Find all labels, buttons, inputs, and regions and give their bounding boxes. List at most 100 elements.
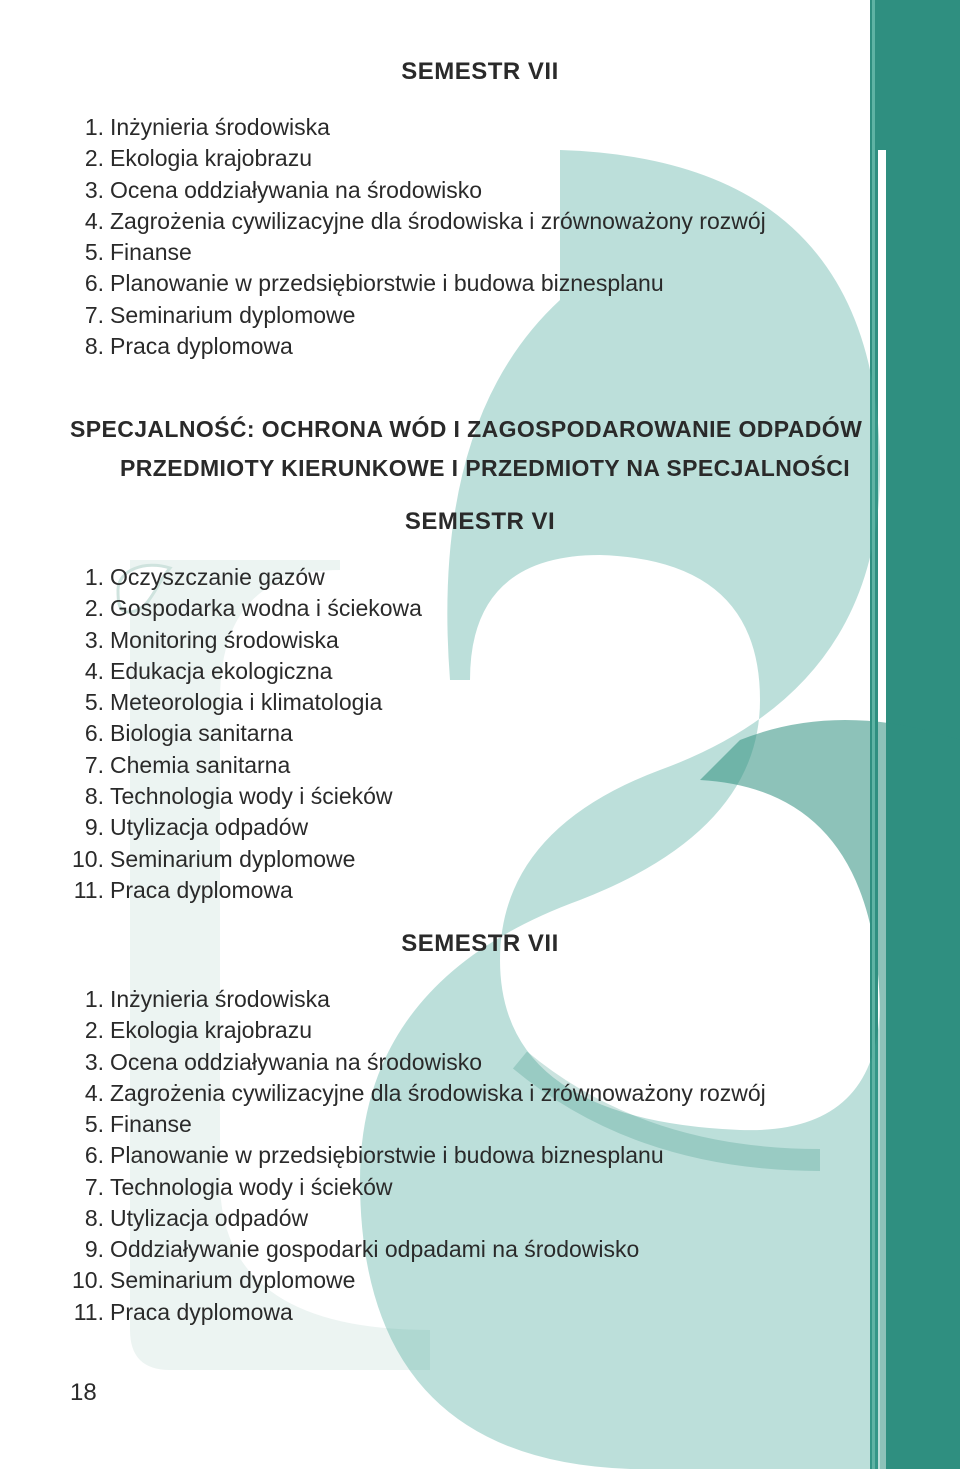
list-item: 8.Praca dyplomowa: [70, 331, 890, 362]
list-item: 4.Edukacja ekologiczna: [70, 656, 890, 687]
list-item-text: Chemia sanitarna: [110, 750, 890, 781]
list-item-text: Gospodarka wodna i ściekowa: [110, 593, 890, 624]
list-item: 8.Utylizacja odpadów: [70, 1203, 890, 1234]
list-item: 2.Gospodarka wodna i ściekowa: [70, 593, 890, 624]
list-item: 8.Technologia wody i ścieków: [70, 781, 890, 812]
section-heading: SEMESTR VI: [0, 508, 960, 536]
list-item-number: 1.: [70, 562, 110, 593]
section-heading: SEMESTR VII: [0, 58, 960, 86]
list-item-number: 9.: [70, 1234, 110, 1265]
list-item: 2.Ekologia krajobrazu: [70, 143, 890, 174]
list-item: 11.Praca dyplomowa: [70, 875, 890, 906]
list-item-text: Zagrożenia cywilizacyjne dla środowiska …: [110, 1078, 890, 1109]
list-item-text: Ekologia krajobrazu: [110, 143, 890, 174]
list-item: 7.Technologia wody i ścieków: [70, 1172, 890, 1203]
list-item-number: 1.: [70, 984, 110, 1015]
list-item: 2.Ekologia krajobrazu: [70, 1015, 890, 1046]
list-item-text: Utylizacja odpadów: [110, 1203, 890, 1234]
list-item: 5.Meteorologia i klimatologia: [70, 687, 890, 718]
page-number: 18: [70, 1379, 97, 1407]
list-item: 4.Zagrożenia cywilizacyjne dla środowisk…: [70, 206, 890, 237]
list-item-text: Zagrożenia cywilizacyjne dla środowiska …: [110, 206, 890, 237]
list-item: 7.Chemia sanitarna: [70, 750, 890, 781]
list-item-number: 3.: [70, 175, 110, 206]
list-item: 10.Seminarium dyplomowe: [70, 1265, 890, 1296]
list-item-text: Finanse: [110, 1109, 890, 1140]
list-item: 6.Planowanie w przedsiębiorstwie i budow…: [70, 1140, 890, 1171]
list-item-text: Biologia sanitarna: [110, 718, 890, 749]
list-item: 4.Zagrożenia cywilizacyjne dla środowisk…: [70, 1078, 890, 1109]
list-item-text: Praca dyplomowa: [110, 875, 890, 906]
list-item-number: 7.: [70, 750, 110, 781]
list-item: 1.Inżynieria środowiska: [70, 112, 890, 143]
list-item-text: Technologia wody i ścieków: [110, 781, 890, 812]
list-item-text: Inżynieria środowiska: [110, 112, 890, 143]
list-item: 5.Finanse: [70, 1109, 890, 1140]
list-item-text: Seminarium dyplomowe: [110, 844, 890, 875]
list-item-number: 8.: [70, 781, 110, 812]
list-item-number: 5.: [70, 1109, 110, 1140]
list-item-number: 6.: [70, 718, 110, 749]
list-item-text: Monitoring środowiska: [110, 625, 890, 656]
list-item-text: Planowanie w przedsiębiorstwie i budowa …: [110, 1140, 890, 1171]
list-item: 1.Oczyszczanie gazów: [70, 562, 890, 593]
list-item-number: 8.: [70, 1203, 110, 1234]
list-item-text: Edukacja ekologiczna: [110, 656, 890, 687]
list-item: 3.Ocena oddziaływania na środowisko: [70, 175, 890, 206]
list-item-number: 1.: [70, 112, 110, 143]
list-item-text: Ocena oddziaływania na środowisko: [110, 1047, 890, 1078]
list-item-text: Praca dyplomowa: [110, 1297, 890, 1328]
list-item-text: Seminarium dyplomowe: [110, 1265, 890, 1296]
numbered-list: 1.Inżynieria środowiska2.Ekologia krajob…: [70, 984, 890, 1328]
list-item-text: Finanse: [110, 237, 890, 268]
list-item: 1.Inżynieria środowiska: [70, 984, 890, 1015]
list-item: 10.Seminarium dyplomowe: [70, 844, 890, 875]
list-item-text: Seminarium dyplomowe: [110, 300, 890, 331]
list-item-number: 5.: [70, 237, 110, 268]
list-item-number: 11.: [70, 1297, 110, 1328]
list-item-text: Meteorologia i klimatologia: [110, 687, 890, 718]
section-heading: SPECJALNOŚĆ: OCHRONA WÓD I ZAGOSPODAROWA…: [70, 416, 890, 443]
list-item-text: Oddziaływanie gospodarki odpadami na śro…: [110, 1234, 890, 1265]
list-item-number: 6.: [70, 268, 110, 299]
list-item-number: 3.: [70, 625, 110, 656]
list-item: 7.Seminarium dyplomowe: [70, 300, 890, 331]
list-item-text: Planowanie w przedsiębiorstwie i budowa …: [110, 268, 890, 299]
list-item: 3.Ocena oddziaływania na środowisko: [70, 1047, 890, 1078]
list-item-number: 11.: [70, 875, 110, 906]
list-item-number: 6.: [70, 1140, 110, 1171]
list-item-number: 4.: [70, 1078, 110, 1109]
list-item-number: 7.: [70, 1172, 110, 1203]
list-item-number: 10.: [70, 844, 110, 875]
list-item-number: 9.: [70, 812, 110, 843]
list-item-text: Ocena oddziaływania na środowisko: [110, 175, 890, 206]
section-subheading: PRZEDMIOTY KIERUNKOWE I PRZEDMIOTY NA SP…: [120, 455, 890, 482]
list-item-number: 2.: [70, 1015, 110, 1046]
section-heading: SEMESTR VII: [0, 930, 960, 958]
list-item-number: 10.: [70, 1265, 110, 1296]
list-item-number: 8.: [70, 331, 110, 362]
list-item: 3.Monitoring środowiska: [70, 625, 890, 656]
list-item-text: Utylizacja odpadów: [110, 812, 890, 843]
list-item-number: 2.: [70, 143, 110, 174]
list-item-number: 5.: [70, 687, 110, 718]
page-content: SEMESTR VII1.Inżynieria środowiska2.Ekol…: [0, 0, 960, 1352]
list-item-number: 4.: [70, 656, 110, 687]
list-item-text: Ekologia krajobrazu: [110, 1015, 890, 1046]
list-item-text: Technologia wody i ścieków: [110, 1172, 890, 1203]
list-item-text: Oczyszczanie gazów: [110, 562, 890, 593]
list-item-number: 7.: [70, 300, 110, 331]
list-item: 11.Praca dyplomowa: [70, 1297, 890, 1328]
list-item: 9.Oddziaływanie gospodarki odpadami na ś…: [70, 1234, 890, 1265]
list-item: 5.Finanse: [70, 237, 890, 268]
list-item-number: 2.: [70, 593, 110, 624]
list-item: 9.Utylizacja odpadów: [70, 812, 890, 843]
list-item: 6.Planowanie w przedsiębiorstwie i budow…: [70, 268, 890, 299]
list-item-number: 4.: [70, 206, 110, 237]
numbered-list: 1.Oczyszczanie gazów2.Gospodarka wodna i…: [70, 562, 890, 906]
list-item-number: 3.: [70, 1047, 110, 1078]
list-item-text: Inżynieria środowiska: [110, 984, 890, 1015]
numbered-list: 1.Inżynieria środowiska2.Ekologia krajob…: [70, 112, 890, 362]
list-item-text: Praca dyplomowa: [110, 331, 890, 362]
list-item: 6.Biologia sanitarna: [70, 718, 890, 749]
